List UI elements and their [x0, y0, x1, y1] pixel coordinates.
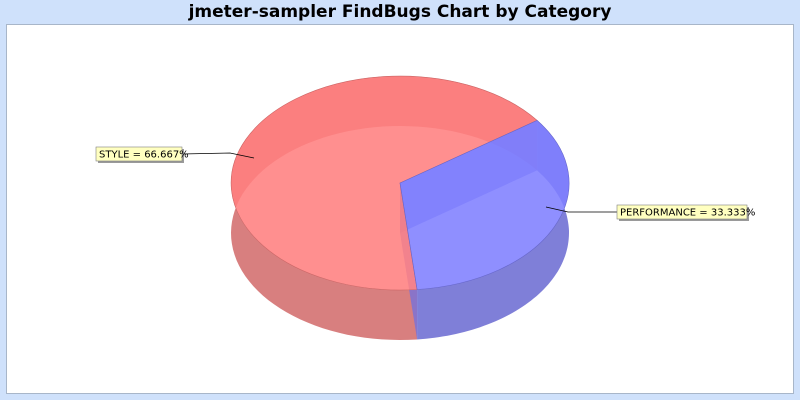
slice-label-performance: PERFORMANCE = 33.333%	[620, 208, 755, 219]
label-box-performance	[616, 204, 748, 220]
pie-slice-side-performance	[417, 120, 569, 340]
leader-line-style	[181, 152, 255, 159]
slice-label-style: STYLE = 66.667%	[99, 150, 189, 161]
pie-top	[230, 75, 570, 291]
label-box-style	[95, 146, 183, 162]
pie-labels: STYLE = 66.667% PERFORMANCE = 33.333%	[95, 146, 755, 221]
leader-line-performance	[545, 206, 617, 213]
chart-title: jmeter-sampler FindBugs Chart by Categor…	[188, 2, 612, 22]
pie-slice-style	[230, 75, 538, 291]
pie-slice-performance	[399, 120, 570, 290]
